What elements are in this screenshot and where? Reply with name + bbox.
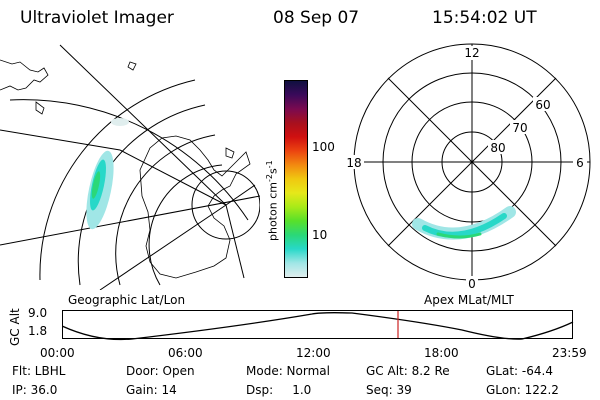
time-tick-2359: 23:59	[552, 346, 587, 360]
geographic-label: Geographic Lat/Lon	[68, 293, 186, 307]
aurora-emission	[86, 118, 129, 230]
colorbar	[284, 80, 308, 278]
lon-line	[119, 149, 227, 206]
altitude-ylabel: GC Alt	[8, 308, 22, 346]
date-label: 08 Sep 07	[273, 8, 360, 28]
colorbar-tick-100: 100	[312, 140, 335, 154]
lat-circle	[39, 79, 196, 281]
mode-status: Mode: Normal	[246, 364, 330, 378]
mlt-label-0: 0	[468, 277, 476, 291]
time-tick-0600: 06:00	[168, 346, 203, 360]
mlt-label-12: 12	[464, 46, 479, 60]
lon-line	[225, 204, 245, 279]
ip-status: IP: 36.0	[12, 383, 58, 397]
seq-status: Seq: 39	[366, 383, 412, 397]
dsp-status: Dsp: 1.0	[246, 383, 312, 397]
lat-circle	[115, 134, 216, 286]
lon-line	[225, 184, 256, 206]
gain-status: Gain: 14	[126, 383, 177, 397]
glon-status: GLon: 122.2	[486, 383, 559, 397]
lon-line	[99, 204, 227, 290]
glat-status: GLat: -64.4	[486, 364, 553, 378]
geographic-map	[0, 44, 260, 290]
mlt-label-6: 6	[576, 156, 584, 170]
mlat-label-60: 60	[535, 98, 550, 112]
coastlines	[0, 59, 251, 279]
lon-line	[0, 195, 260, 246]
lon-line	[0, 129, 121, 151]
mlat-label-70: 70	[512, 121, 527, 135]
mlt-line	[387, 77, 557, 247]
time-label: 15:54:02 UT	[432, 8, 537, 28]
polar-map: 12 18 6 0 60 70 80	[344, 43, 591, 291]
altitude-curve	[62, 312, 574, 341]
altitude-plot	[62, 310, 574, 341]
altitude-plot-frame	[62, 310, 573, 339]
lat-circle	[191, 170, 260, 240]
time-tick-1200: 12:00	[296, 346, 331, 360]
apex-label: Apex MLat/MLT	[424, 293, 514, 307]
colorbar-unit-label: photon cm-2s-1	[265, 160, 280, 241]
altitude-ytick-max: 9.0	[28, 306, 48, 320]
aurora-oval	[412, 206, 516, 240]
colorbar-tick-10: 10	[312, 228, 328, 242]
door-status: Door: Open	[126, 364, 195, 378]
mlt-label-18: 18	[346, 156, 361, 170]
gc-alt-status: GC Alt: 8.2 Re	[366, 364, 450, 378]
altitude-ytick-min: 1.8	[28, 324, 48, 338]
time-tick-0000: 00:00	[40, 346, 75, 360]
lat-circle	[148, 164, 223, 286]
time-tick-1800: 18:00	[424, 346, 459, 360]
lon-line	[59, 44, 227, 206]
mlat-label-80: 80	[490, 141, 505, 155]
filter-status: Flt: LBHL	[12, 364, 66, 378]
lat-circle	[9, 99, 249, 221]
instrument-title: Ultraviolet Imager	[20, 8, 174, 28]
